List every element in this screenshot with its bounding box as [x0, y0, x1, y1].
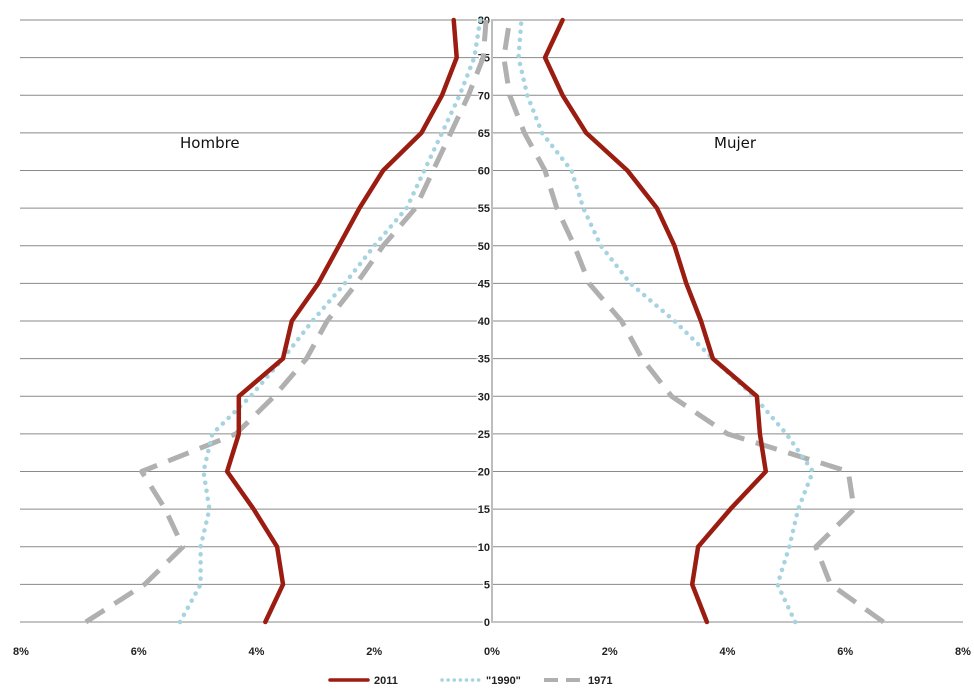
x-tick-label: 8%	[13, 646, 29, 658]
y-tick-label: 25	[478, 429, 490, 441]
series-solid-female-line	[542, 17, 769, 625]
y-tick-label: 55	[478, 203, 490, 215]
y-tick-label: 65	[478, 128, 490, 140]
x-tick-label: 8%	[955, 646, 971, 658]
x-tick-label: 0%	[484, 646, 500, 658]
side-label-female: Mujer	[714, 134, 757, 152]
x-tick-label: 2%	[366, 646, 382, 658]
y-tick-label: 15	[478, 504, 490, 516]
series-dotted-male-line	[177, 17, 483, 625]
x-tick-label: 2%	[602, 646, 618, 658]
x-tick-label: 4%	[249, 646, 265, 658]
legend: 2011 "1990" 1971	[328, 675, 612, 687]
y-tick-label: 10	[478, 542, 490, 554]
legend-label: "1990"	[486, 675, 521, 687]
x-tick-label: 6%	[131, 646, 147, 658]
legend-label: 2011	[374, 675, 398, 687]
y-tick-label: 50	[478, 241, 490, 253]
series-dashed-male-line	[84, 19, 489, 625]
y-tick-label: 20	[478, 467, 490, 479]
series-solid-male-line	[224, 17, 459, 625]
y-tick-label: 60	[478, 166, 490, 178]
y-tick-label: 0	[484, 617, 490, 629]
y-tick-label: 5	[484, 579, 490, 591]
side-label-male: Hombre	[180, 134, 240, 152]
series-dotted-female-line	[516, 17, 816, 625]
gridlines	[20, 19, 963, 623]
legend-label: 1971	[588, 675, 612, 687]
x-tick-label: 6%	[837, 646, 853, 658]
y-tick-label: 45	[478, 278, 490, 290]
x-tick-label: 4%	[720, 646, 736, 658]
series-lines	[84, 17, 885, 625]
series-dashed-female-line	[501, 19, 885, 625]
x-tick-labels: 8% 6% 4% 2% 0% 2% 4% 6% 8%	[13, 646, 971, 658]
y-tick-label: 40	[478, 316, 490, 328]
y-tick-label: 70	[478, 90, 490, 102]
y-tick-label: 30	[478, 391, 490, 403]
y-tick-label: 35	[478, 354, 490, 366]
